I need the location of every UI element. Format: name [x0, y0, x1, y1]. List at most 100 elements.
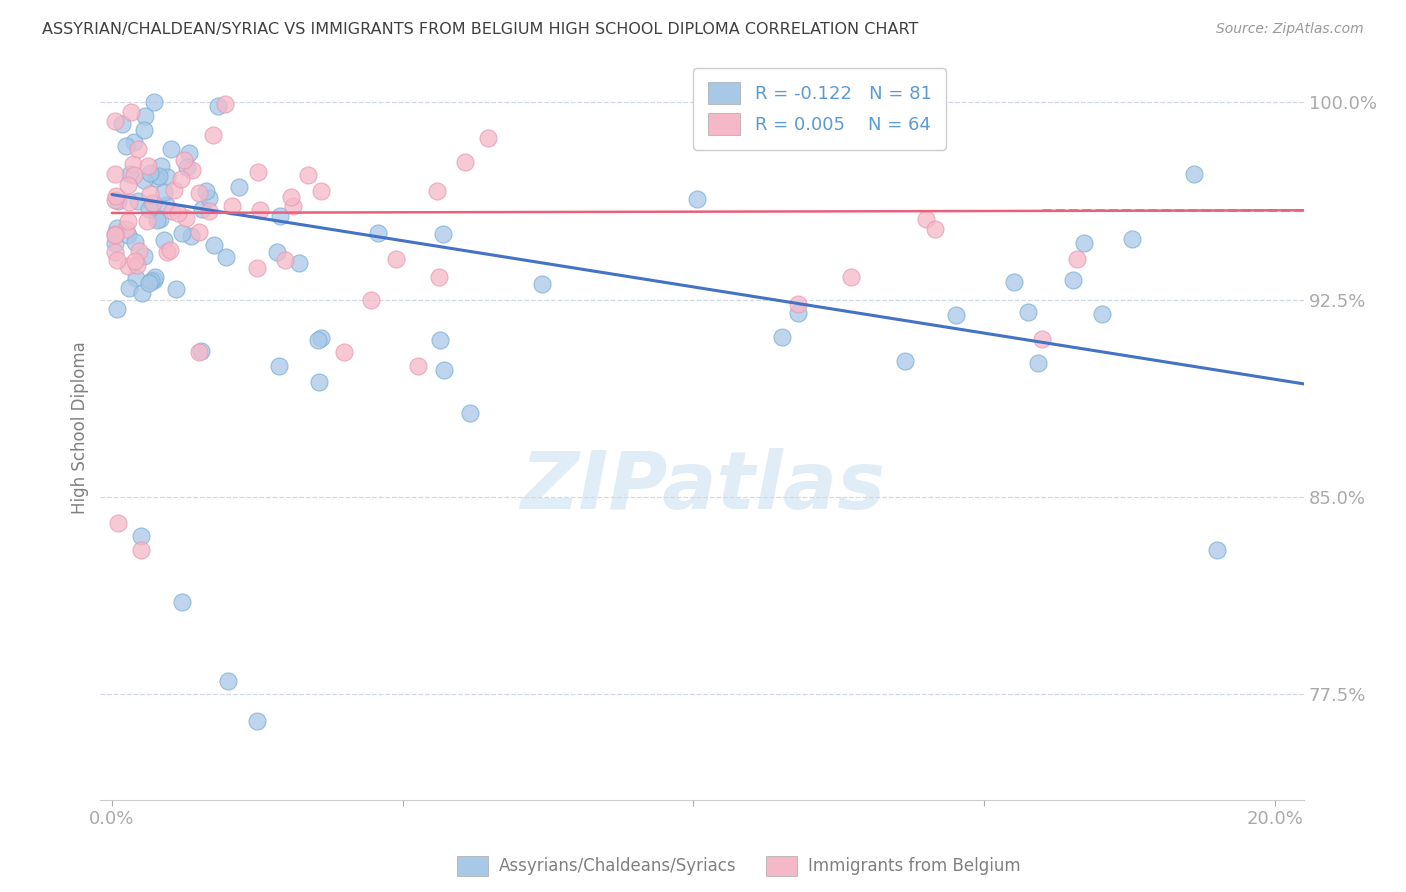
- Point: [385, 252, 408, 266]
- Point: [155, 245, 177, 260]
- Text: Assyrians/Chaldeans/Syriacs: Assyrians/Chaldeans/Syriacs: [499, 857, 737, 875]
- Point: [152, 233, 174, 247]
- Point: [115, 139, 138, 153]
- Point: [146, 212, 169, 227]
- Point: [176, 211, 198, 225]
- Point: [274, 252, 297, 267]
- Point: [429, 333, 451, 347]
- Point: [309, 331, 332, 345]
- Point: [202, 128, 225, 142]
- Point: [1182, 167, 1205, 181]
- Point: [1062, 273, 1084, 287]
- Point: [1091, 307, 1114, 321]
- Point: [132, 249, 155, 263]
- Point: [156, 169, 179, 184]
- Point: [433, 362, 456, 376]
- Point: [104, 193, 127, 207]
- Point: [360, 293, 382, 307]
- Point: [309, 184, 332, 198]
- Point: [104, 167, 127, 181]
- Point: [125, 259, 148, 273]
- Point: [160, 204, 183, 219]
- Point: [246, 714, 269, 728]
- Point: [281, 199, 304, 213]
- Point: [143, 270, 166, 285]
- Point: [104, 113, 127, 128]
- Point: [249, 203, 271, 218]
- Point: [195, 184, 218, 198]
- Point: [129, 542, 152, 557]
- Point: [1121, 232, 1143, 246]
- Point: [187, 186, 209, 200]
- Point: [221, 199, 243, 213]
- Point: [124, 254, 146, 268]
- Point: [152, 186, 174, 200]
- Point: [105, 252, 128, 267]
- Point: [228, 179, 250, 194]
- Point: [1026, 356, 1049, 370]
- Point: [686, 192, 709, 206]
- Point: [477, 131, 499, 145]
- Point: [117, 227, 139, 242]
- Point: [124, 169, 146, 183]
- Point: [180, 228, 202, 243]
- Point: [266, 244, 288, 259]
- Point: [104, 235, 127, 250]
- Point: [287, 255, 309, 269]
- Point: [139, 166, 162, 180]
- Point: [107, 516, 129, 531]
- Point: [924, 221, 946, 235]
- Point: [770, 330, 793, 344]
- Point: [839, 270, 862, 285]
- Point: [170, 595, 193, 609]
- Point: [454, 155, 477, 169]
- Point: [458, 406, 481, 420]
- Point: [945, 308, 967, 322]
- Point: [217, 674, 239, 689]
- Point: [214, 96, 236, 111]
- Point: [214, 250, 236, 264]
- Point: [406, 359, 429, 373]
- Point: [786, 306, 808, 320]
- Point: [117, 178, 139, 192]
- Point: [136, 214, 159, 228]
- Text: ASSYRIAN/CHALDEAN/SYRIAC VS IMMIGRANTS FROM BELGIUM HIGH SCHOOL DIPLOMA CORRELAT: ASSYRIAN/CHALDEAN/SYRIAC VS IMMIGRANTS F…: [42, 22, 918, 37]
- Text: Immigrants from Belgium: Immigrants from Belgium: [808, 857, 1021, 875]
- Point: [333, 344, 356, 359]
- Point: [176, 160, 198, 174]
- Point: [143, 95, 166, 109]
- Point: [894, 354, 917, 368]
- Point: [426, 184, 449, 198]
- Point: [269, 359, 291, 373]
- Point: [1066, 252, 1088, 267]
- Point: [104, 189, 127, 203]
- Point: [138, 277, 160, 291]
- Point: [280, 190, 302, 204]
- Point: [246, 165, 269, 179]
- Point: [104, 245, 127, 260]
- Point: [307, 333, 329, 347]
- Point: [117, 214, 139, 228]
- Point: [170, 172, 193, 186]
- Point: [105, 302, 128, 317]
- Point: [190, 202, 212, 216]
- Point: [297, 168, 319, 182]
- Point: [142, 196, 165, 211]
- Point: [1205, 542, 1227, 557]
- Point: [1031, 332, 1053, 346]
- Point: [143, 273, 166, 287]
- Point: [136, 159, 159, 173]
- Point: [134, 109, 156, 123]
- Point: [120, 167, 142, 181]
- Point: [308, 375, 330, 389]
- Point: [141, 196, 163, 211]
- Point: [269, 209, 291, 223]
- Point: [188, 225, 211, 239]
- Point: [111, 117, 134, 131]
- Text: ZIPatlas: ZIPatlas: [520, 448, 884, 526]
- Point: [1073, 235, 1095, 250]
- Point: [202, 237, 225, 252]
- Point: [115, 222, 138, 236]
- Point: [1017, 304, 1039, 318]
- Point: [198, 191, 221, 205]
